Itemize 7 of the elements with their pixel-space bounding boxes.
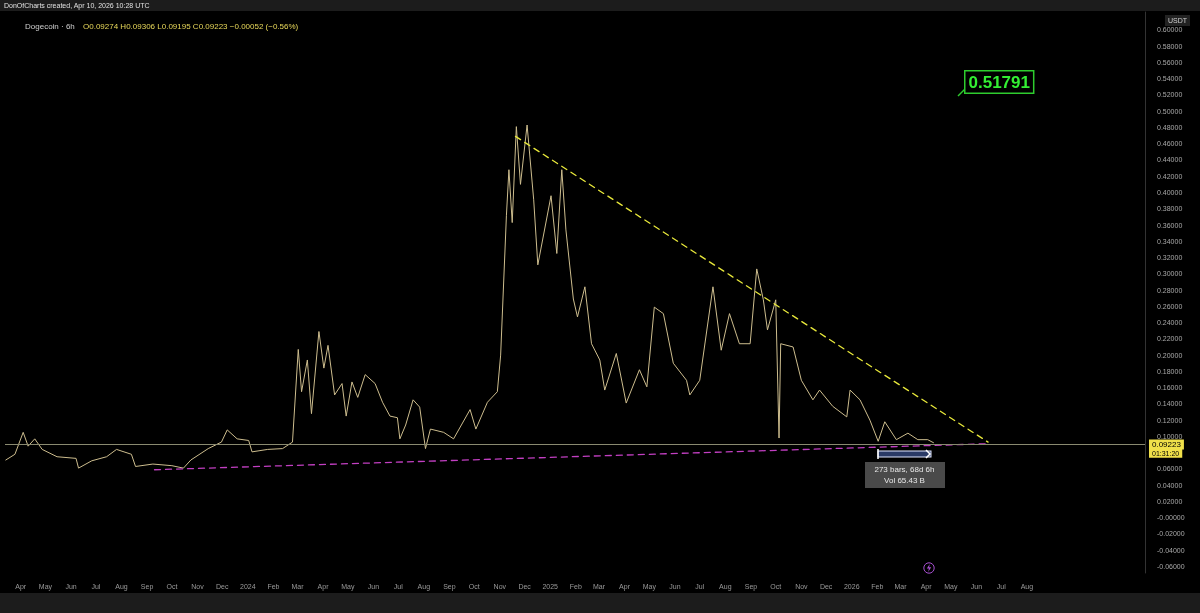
annotation: 0.51791: [968, 72, 1030, 92]
ref-line-label: 0.09223: [1152, 440, 1182, 450]
annotation: 273 bars, 68d 6h: [873, 464, 936, 475]
line-series: [5, 124, 935, 469]
annotation: Vol 65.43 B: [883, 475, 926, 486]
text: O0.09274 H0.09306 L0.09195 C0.09223 −0.00052 (−0.56%): [83, 21, 299, 31]
text: Dogecoin · 6h: [25, 21, 75, 31]
